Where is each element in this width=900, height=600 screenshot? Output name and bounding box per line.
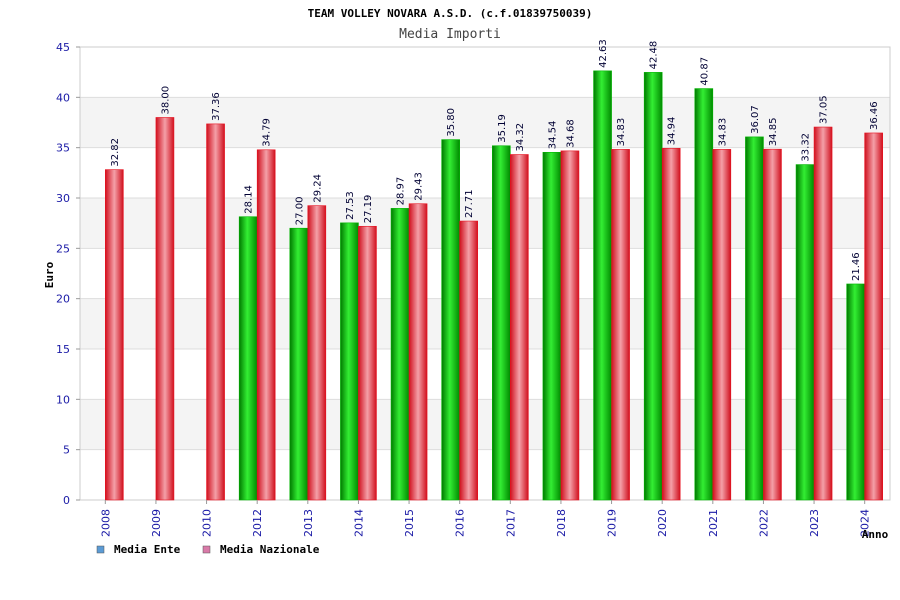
data-label-media-nazionale-2014: 27.19 <box>363 195 374 224</box>
bar-media-nazionale-2009 <box>155 117 175 501</box>
data-label-media-nazionale-2024: 36.46 <box>869 101 880 130</box>
data-label-media-nazionale-2018: 34.68 <box>565 119 576 148</box>
bar-media-ente-2013 <box>289 227 309 501</box>
data-label-media-ente-2022: 36.07 <box>750 105 761 134</box>
bar-media-ente-2024 <box>846 283 865 501</box>
x-axis: 2008 2009 2010 2012 2013 2014 2015 2016 2017 2018… <box>99 500 872 537</box>
bar-media-nazionale-2018 <box>560 150 580 501</box>
bar-media-nazionale-2015 <box>408 203 428 501</box>
legend-swatch-media-ente <box>96 545 105 554</box>
data-label-media-nazionale-2017: 34.32 <box>515 123 526 152</box>
bar-media-nazionale-2021 <box>712 149 732 501</box>
plot-border <box>79 46 891 501</box>
legend-label-media-ente: Media Ente <box>114 543 181 556</box>
data-label-media-nazionale-2020: 34.94 <box>667 117 678 146</box>
x-tick-label-2019: 2019 <box>606 509 619 537</box>
x-tick-label-2012: 2012 <box>251 509 264 537</box>
data-label-media-nazionale-2023: 37.05 <box>819 95 830 124</box>
bar-media-nazionale-2023 <box>813 126 833 501</box>
x-axis-label: Anno <box>862 528 889 541</box>
y-axis-label: Euro <box>43 261 56 288</box>
data-label-media-nazionale-2016: 27.71 <box>464 189 475 218</box>
x-tick-label-2016: 2016 <box>454 509 467 537</box>
data-label-media-ente-2017: 35.19 <box>497 114 508 143</box>
data-label-media-nazionale-2022: 34.85 <box>768 118 779 147</box>
y-tick-label-30: 30 <box>56 192 70 205</box>
y-tick-label-35: 35 <box>56 142 70 155</box>
data-label-media-ente-2013: 27.00 <box>294 197 305 226</box>
bar-media-nazionale-2016 <box>459 220 478 501</box>
y-tick-label-40: 40 <box>56 91 70 104</box>
bar-media-nazionale-2014 <box>358 225 377 501</box>
data-label-media-nazionale-2019: 34.83 <box>616 118 627 147</box>
bar-media-nazionale-2017 <box>510 154 529 501</box>
bar-media-nazionale-2020 <box>661 147 681 501</box>
data-label-media-nazionale-2021: 34.83 <box>717 118 728 147</box>
data-label-media-nazionale-2008: 32.82 <box>110 138 121 167</box>
y-tick-label-15: 15 <box>56 343 70 356</box>
data-label-media-nazionale-2009: 38.00 <box>160 86 171 115</box>
bar-media-nazionale-2010 <box>206 123 225 501</box>
data-label-media-nazionale-2013: 29.24 <box>312 174 323 203</box>
x-tick-label-2010: 2010 <box>201 509 214 537</box>
bar-media-nazionale-2012 <box>256 149 276 501</box>
x-tick-label-2015: 2015 <box>403 509 416 537</box>
data-label-media-ente-2012: 28.14 <box>244 185 255 214</box>
y-axis: 0 5 10 15 20 25 30 35 40 45 <box>56 41 80 507</box>
x-tick-label-2014: 2014 <box>352 509 365 537</box>
data-label-media-ente-2019: 42.63 <box>598 39 609 68</box>
bar-media-nazionale-2019 <box>611 149 630 501</box>
bar-media-ente-2016 <box>441 139 460 501</box>
y-tick-label-10: 10 <box>56 393 70 406</box>
legend-label-media-nazionale: Media Nazionale <box>220 543 320 556</box>
data-label-media-nazionale-2010: 37.36 <box>211 92 222 121</box>
x-tick-label-2022: 2022 <box>757 509 770 537</box>
bars: 28.14 27.00 27.53 28.97 35.80 35.19 34.54 42.63… <box>105 39 883 501</box>
chart-subtitle: Media Importi <box>399 27 501 42</box>
data-label-media-nazionale-2012: 34.79 <box>262 118 273 147</box>
bar-media-ente-2017 <box>492 145 511 501</box>
bar-media-ente-2019 <box>593 70 612 501</box>
bar-media-ente-2021 <box>694 88 714 501</box>
bar-media-ente-2012 <box>238 216 258 501</box>
bar-media-nazionale-2022 <box>763 148 782 501</box>
bar-media-ente-2022 <box>745 136 764 501</box>
x-tick-label-2013: 2013 <box>302 509 315 537</box>
y-tick-label-45: 45 <box>56 41 70 54</box>
data-label-media-ente-2015: 28.97 <box>396 177 407 206</box>
x-tick-label-2023: 2023 <box>808 509 821 537</box>
data-label-media-ente-2016: 35.80 <box>446 108 457 137</box>
bar-media-ente-2020 <box>643 72 663 501</box>
x-tick-label-2009: 2009 <box>150 509 163 537</box>
bar-media-nazionale-2024 <box>864 132 883 501</box>
bar-media-ente-2014 <box>340 222 359 501</box>
data-label-media-ente-2024: 21.46 <box>851 252 862 281</box>
data-label-media-ente-2020: 42.48 <box>649 41 660 70</box>
bar-media-ente-2023 <box>795 164 815 501</box>
y-tick-label-20: 20 <box>56 293 70 306</box>
data-label-media-ente-2014: 27.53 <box>345 191 356 220</box>
data-label-media-ente-2023: 33.32 <box>801 133 812 162</box>
x-tick-label-2008: 2008 <box>99 509 112 537</box>
x-tick-label-2020: 2020 <box>656 509 669 537</box>
bar-media-nazionale-2013 <box>307 205 327 501</box>
bar-media-ente-2015 <box>390 208 410 501</box>
x-tick-label-2017: 2017 <box>504 509 517 537</box>
bar-media-nazionale-2008 <box>105 169 124 501</box>
x-tick-label-2024: 2024 <box>859 509 872 537</box>
y-tick-label-5: 5 <box>63 444 70 457</box>
legend: Media Ente Media Nazionale <box>96 543 320 556</box>
bar-media-ente-2018 <box>542 151 562 501</box>
x-tick-label-2021: 2021 <box>707 509 720 537</box>
y-tick-label-25: 25 <box>56 242 70 255</box>
data-label-media-ente-2021: 40.87 <box>699 57 710 86</box>
data-label-media-nazionale-2015: 29.43 <box>414 172 425 201</box>
x-tick-label-2018: 2018 <box>555 509 568 537</box>
y-tick-label-0: 0 <box>63 494 70 507</box>
chart-title: TEAM VOLLEY NOVARA A.S.D. (c.f.018397500… <box>308 7 593 20</box>
data-label-media-ente-2018: 34.54 <box>547 121 558 150</box>
legend-swatch-media-nazionale <box>202 545 211 554</box>
